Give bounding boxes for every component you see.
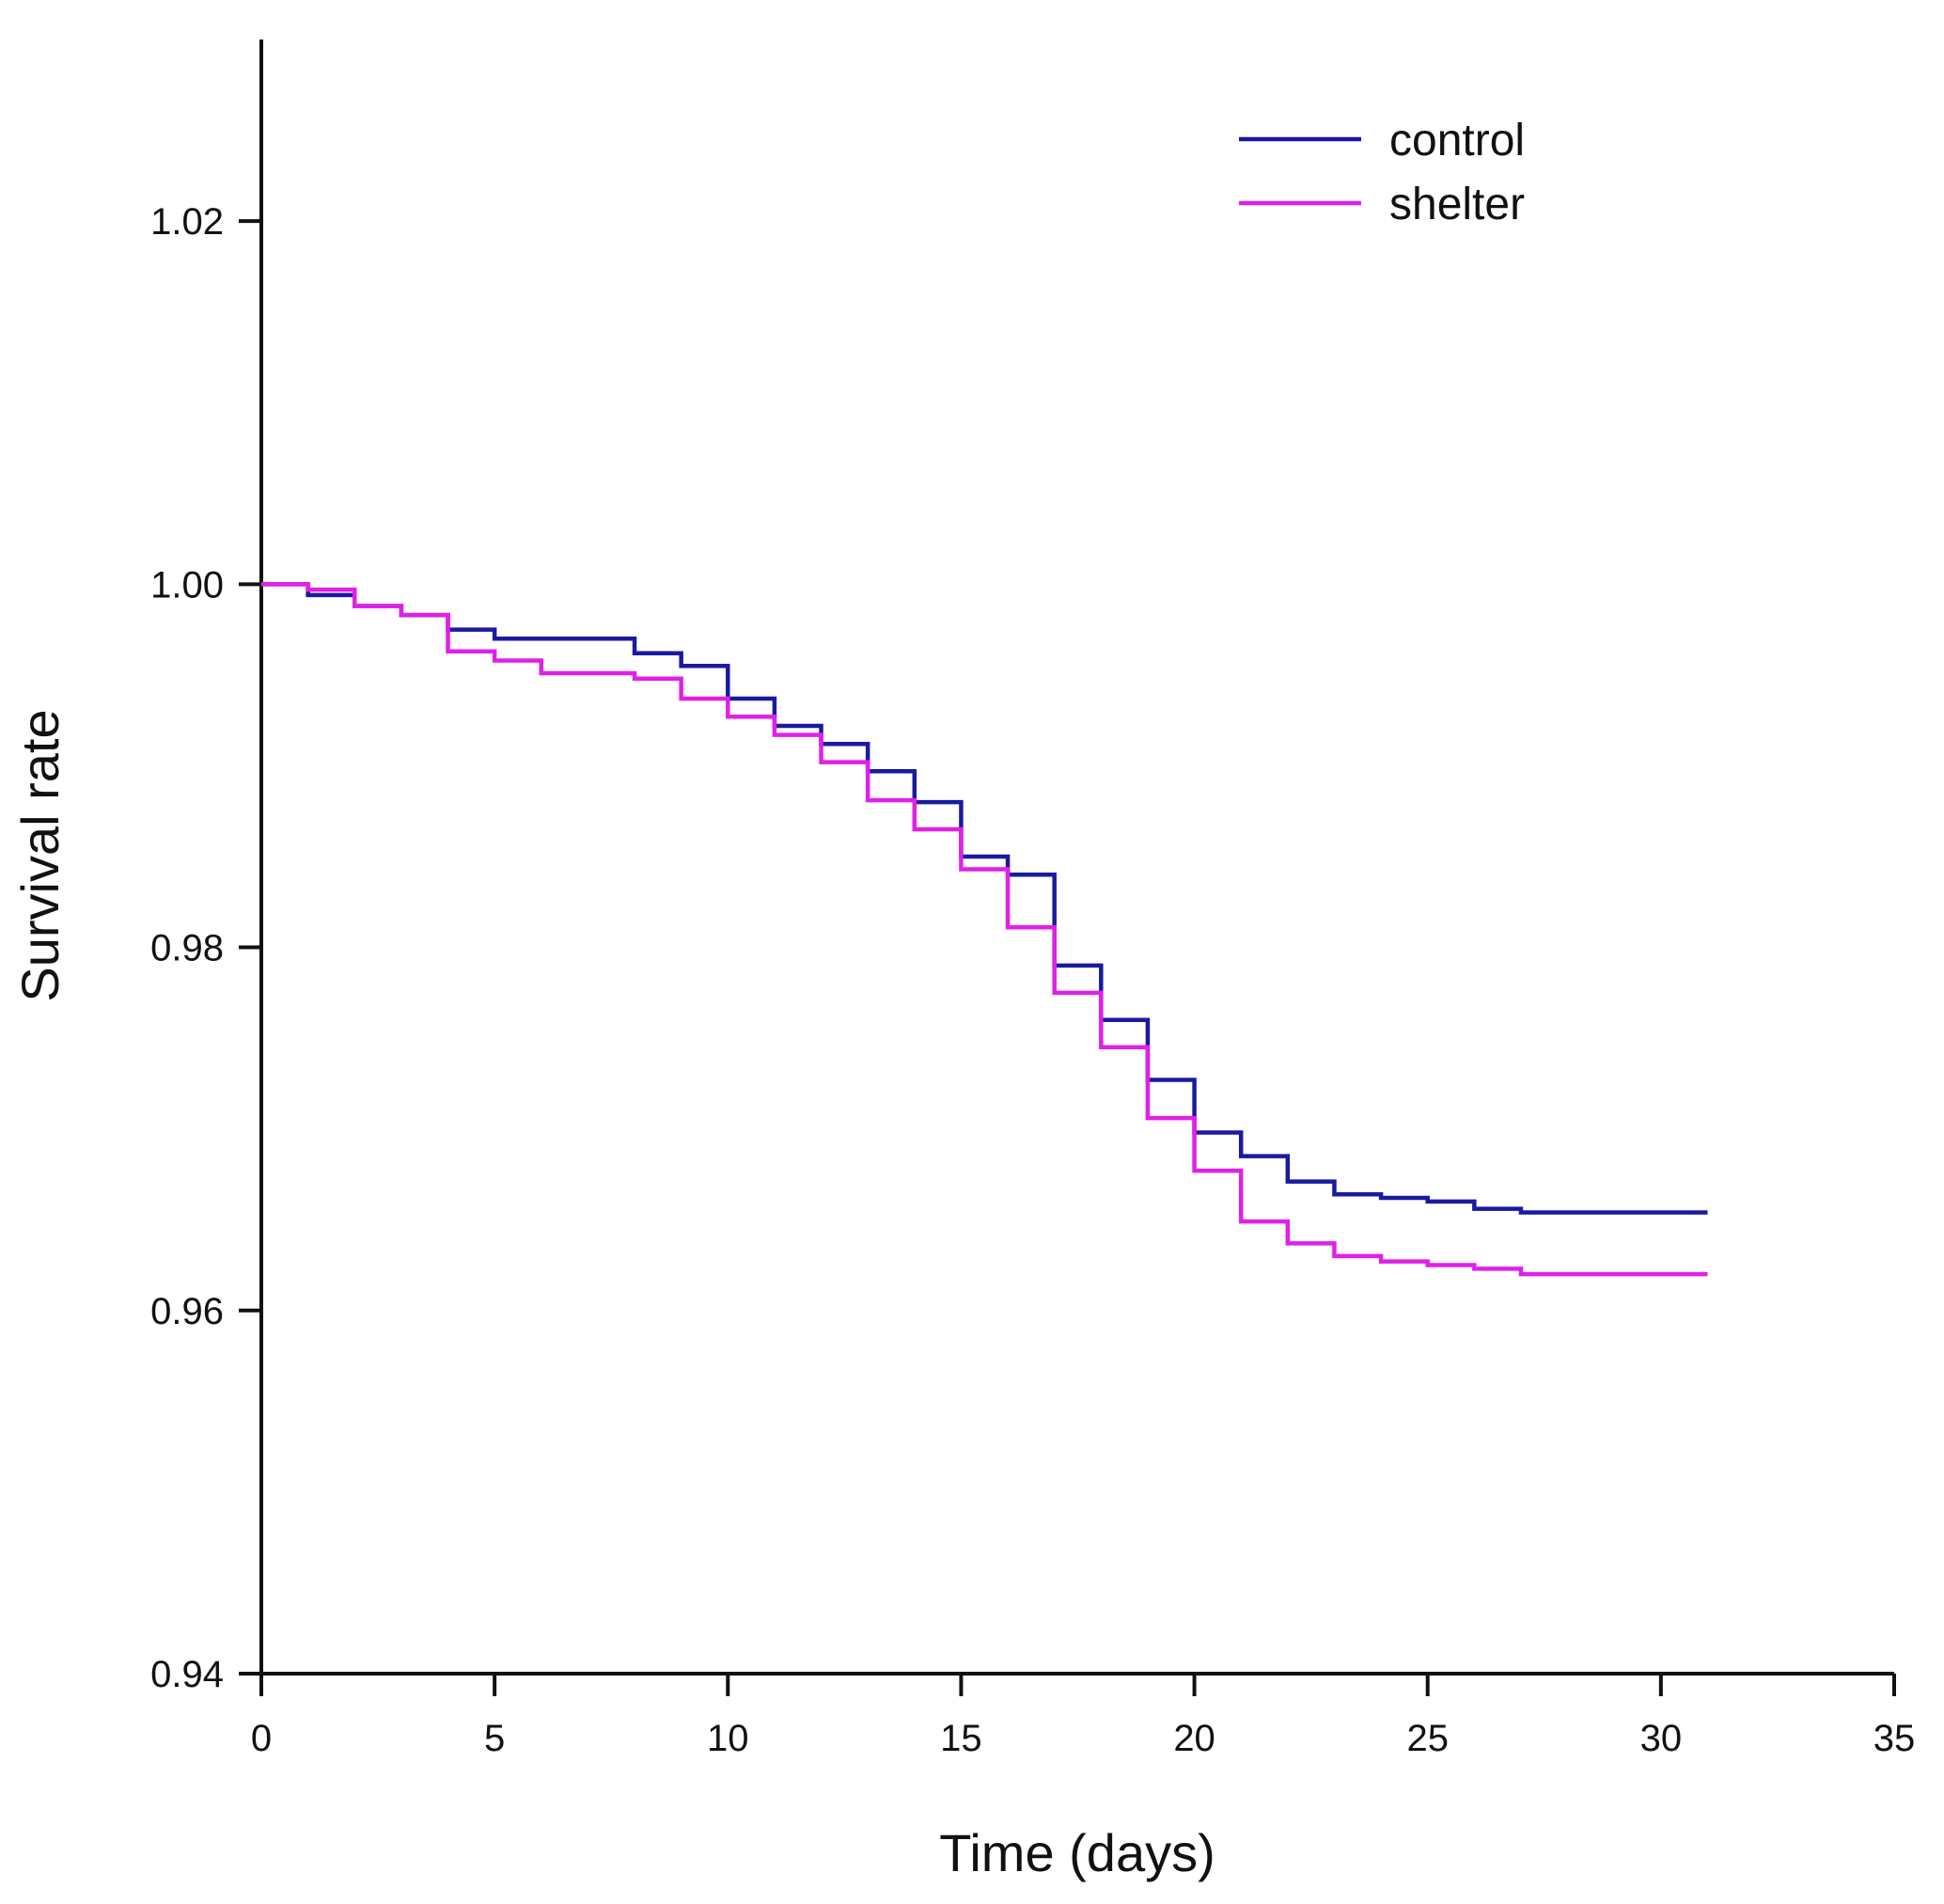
y-tick-label: 1.02 <box>150 201 224 243</box>
legend-label-shelter: shelter <box>1389 180 1525 229</box>
y-axis-title: Survival rate <box>10 709 70 1001</box>
x-tick-label: 15 <box>940 1718 982 1759</box>
x-axis-title: Time (days) <box>939 1823 1215 1882</box>
series-line-control <box>261 582 1708 1215</box>
x-tick-label: 5 <box>484 1718 505 1759</box>
x-tick-label: 0 <box>251 1718 272 1759</box>
legend-label-control: control <box>1389 116 1525 165</box>
x-tick-label: 25 <box>1406 1718 1449 1759</box>
series-line-shelter <box>261 582 1708 1277</box>
x-tick-label: 20 <box>1173 1718 1215 1759</box>
x-tick-label: 35 <box>1873 1718 1916 1759</box>
x-tick-label: 10 <box>707 1718 749 1759</box>
series-layer <box>261 582 1708 1277</box>
legend: control shelter <box>1239 116 1525 229</box>
ticks-layer: 0 5 10 15 20 25 30 35 0.94 0.96 0.98 1.00 1.02 <box>150 201 1915 1759</box>
axes-layer <box>259 39 1894 1676</box>
y-tick-label: 1.00 <box>150 564 224 606</box>
x-tick-label: 30 <box>1640 1718 1683 1759</box>
y-tick-label: 0.98 <box>150 928 224 969</box>
y-tick-label: 0.94 <box>150 1654 224 1695</box>
y-tick-label: 0.96 <box>150 1291 224 1332</box>
